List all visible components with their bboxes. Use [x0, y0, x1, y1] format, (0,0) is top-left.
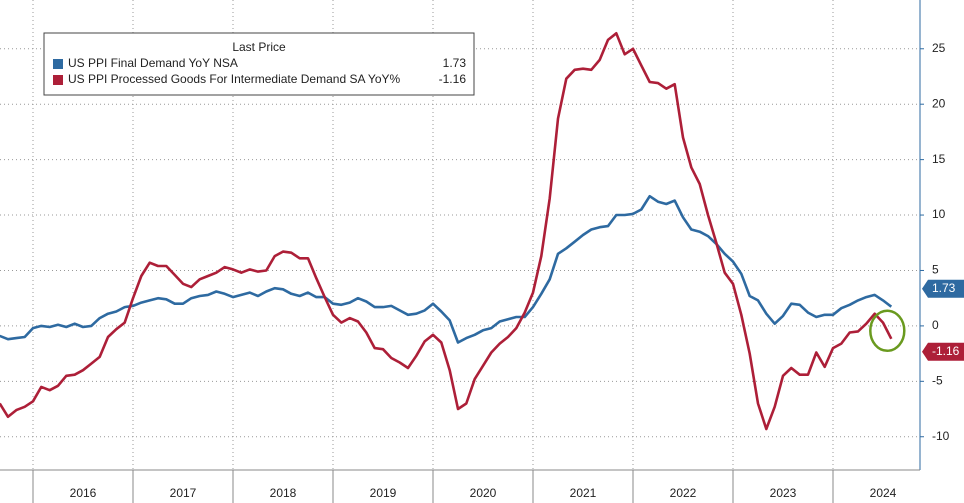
- y-tick-label: -5: [932, 373, 943, 387]
- x-tick-label: 2021: [570, 486, 597, 500]
- annotation-circle: [869, 309, 906, 353]
- value-tag-label: 1.73: [932, 281, 956, 295]
- x-tick-label: 2019: [370, 486, 397, 500]
- legend: Last Price US PPI Final Demand YoY NSA 1.…: [43, 32, 475, 96]
- legend-swatch: [53, 75, 63, 85]
- y-tick-label: 25: [932, 41, 946, 55]
- plot: [0, 31, 906, 431]
- y-tick-label: 0: [932, 318, 939, 332]
- legend-label: US PPI Final Demand YoY NSA: [68, 56, 238, 70]
- y-tick-label: 15: [932, 152, 946, 166]
- value-tag-label: -1.16: [932, 344, 960, 358]
- y-tick-label: 5: [932, 263, 939, 277]
- series-line: [0, 194, 893, 344]
- x-tick-label: 2024: [870, 486, 897, 500]
- legend-value: 1.73: [443, 56, 467, 70]
- x-tick-label: 2017: [170, 486, 197, 500]
- legend-label: US PPI Processed Goods For Intermediate …: [68, 72, 401, 86]
- x-tick-label: 2020: [470, 486, 497, 500]
- x-tick-label: 2023: [770, 486, 797, 500]
- series-line: [0, 31, 893, 431]
- x-tick-label: 2022: [670, 486, 697, 500]
- value-tag: [922, 342, 964, 361]
- value-tag: [922, 279, 964, 298]
- legend-value: -1.16: [439, 72, 467, 86]
- legend-title: Last Price: [232, 40, 286, 54]
- y-tick-label: 10: [932, 207, 946, 221]
- legend-swatch: [53, 59, 63, 69]
- x-tick-label: 2016: [70, 486, 97, 500]
- x-tick-label: 2018: [270, 486, 297, 500]
- legend-box: [43, 32, 475, 96]
- y-tick-label: 20: [932, 96, 946, 110]
- y-tick-label: -10: [932, 429, 950, 443]
